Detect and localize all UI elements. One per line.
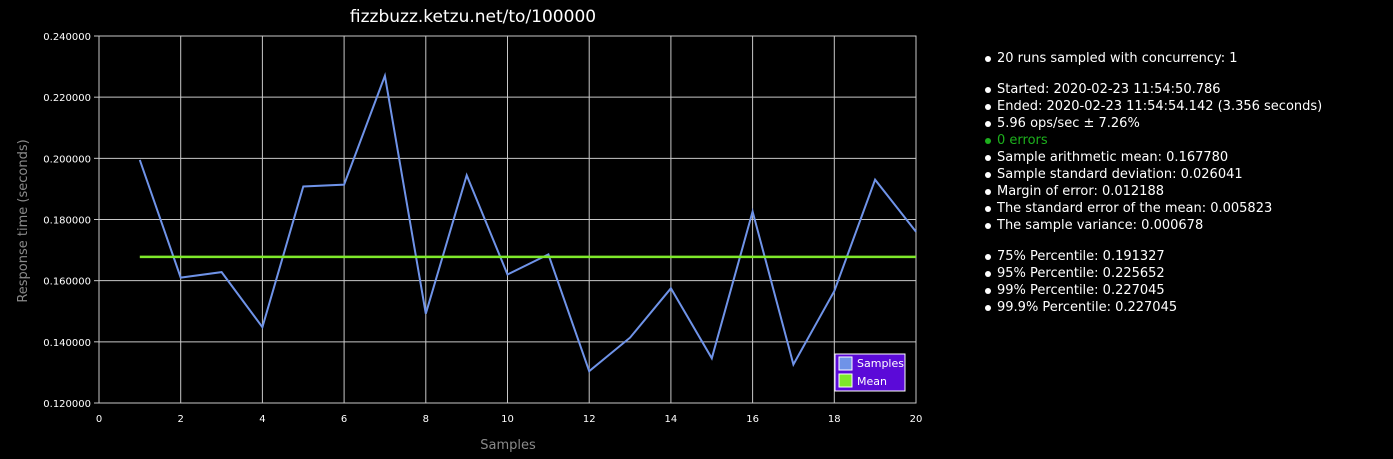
y-tick-label: 0.160000 bbox=[43, 277, 91, 288]
y-axis-label: Response time (seconds) bbox=[16, 139, 31, 302]
samples-series-line bbox=[138, 71, 917, 373]
x-tick-label: 2 bbox=[178, 414, 184, 425]
y-tick-label: 0.140000 bbox=[43, 338, 91, 349]
y-tick-label: 0.240000 bbox=[43, 32, 91, 43]
x-tick-label: 4 bbox=[259, 414, 265, 425]
stats-item: The standard error of the mean: 0.005823 bbox=[984, 200, 1384, 217]
stats-group: Started: 2020-02-23 11:54:50.786 Ended: … bbox=[984, 81, 1384, 234]
chart-title: fizzbuzz.ketzu.net/to/100000 bbox=[350, 7, 596, 27]
legend-label-mean: Mean bbox=[857, 375, 887, 388]
stats-item-errors: 0 errors bbox=[984, 132, 1384, 149]
x-tick-label: 14 bbox=[665, 414, 678, 425]
stats-item: 20 runs sampled with concurrency: 1 bbox=[984, 50, 1384, 67]
series-layer bbox=[138, 71, 917, 373]
x-tick-label: 0 bbox=[96, 414, 102, 425]
x-tick-label: 12 bbox=[583, 414, 596, 425]
stats-item: Sample standard deviation: 0.026041 bbox=[984, 166, 1384, 183]
stats-item: 99.9% Percentile: 0.227045 bbox=[984, 299, 1384, 316]
stats-item: 75% Percentile: 0.191327 bbox=[984, 248, 1384, 265]
y-tick-label: 0.180000 bbox=[43, 216, 91, 227]
x-tick-label: 16 bbox=[746, 414, 759, 425]
x-tick-label: 6 bbox=[341, 414, 347, 425]
x-tick-label: 8 bbox=[423, 414, 429, 425]
stats-item: The sample variance: 0.000678 bbox=[984, 217, 1384, 234]
x-tick-label: 10 bbox=[501, 414, 514, 425]
stats-item: 95% Percentile: 0.225652 bbox=[984, 265, 1384, 282]
x-tick-label: 18 bbox=[828, 414, 841, 425]
legend-swatch-samples bbox=[838, 356, 853, 371]
legend: Samples Mean bbox=[834, 353, 906, 392]
stats-item: 5.96 ops/sec ± 7.26% bbox=[984, 115, 1384, 132]
axis-ticks: 0 2 4 6 8 10 12 14 16 18 20 0.120000 0.140000 0.16000… bbox=[43, 32, 922, 425]
plot-frame bbox=[98, 35, 917, 404]
stats-group: 20 runs sampled with concurrency: 1 bbox=[984, 50, 1384, 67]
legend-label-samples: Samples bbox=[857, 357, 904, 370]
y-tick-label: 0.200000 bbox=[43, 154, 91, 165]
stats-item: Sample arithmetic mean: 0.167780 bbox=[984, 149, 1384, 166]
stats-item: Started: 2020-02-23 11:54:50.786 bbox=[984, 81, 1384, 98]
x-axis-label: Samples bbox=[480, 438, 536, 453]
legend-swatch-mean bbox=[838, 373, 853, 388]
stats-item: 99% Percentile: 0.227045 bbox=[984, 282, 1384, 299]
stats-panel: 20 runs sampled with concurrency: 1 Star… bbox=[984, 50, 1384, 330]
grid bbox=[98, 35, 917, 404]
stats-item: Ended: 2020-02-23 11:54:54.142 (3.356 se… bbox=[984, 98, 1384, 115]
response-time-chart: fizzbuzz.ketzu.net/to/100000 0 2 4 6 8 10 12 14… bbox=[16, 7, 922, 453]
stats-group: 75% Percentile: 0.191327 95% Percentile:… bbox=[984, 248, 1384, 316]
y-tick-label: 0.120000 bbox=[43, 399, 91, 410]
stats-item: Margin of error: 0.012188 bbox=[984, 183, 1384, 200]
y-tick-label: 0.220000 bbox=[43, 93, 91, 104]
x-tick-label: 20 bbox=[910, 414, 923, 425]
